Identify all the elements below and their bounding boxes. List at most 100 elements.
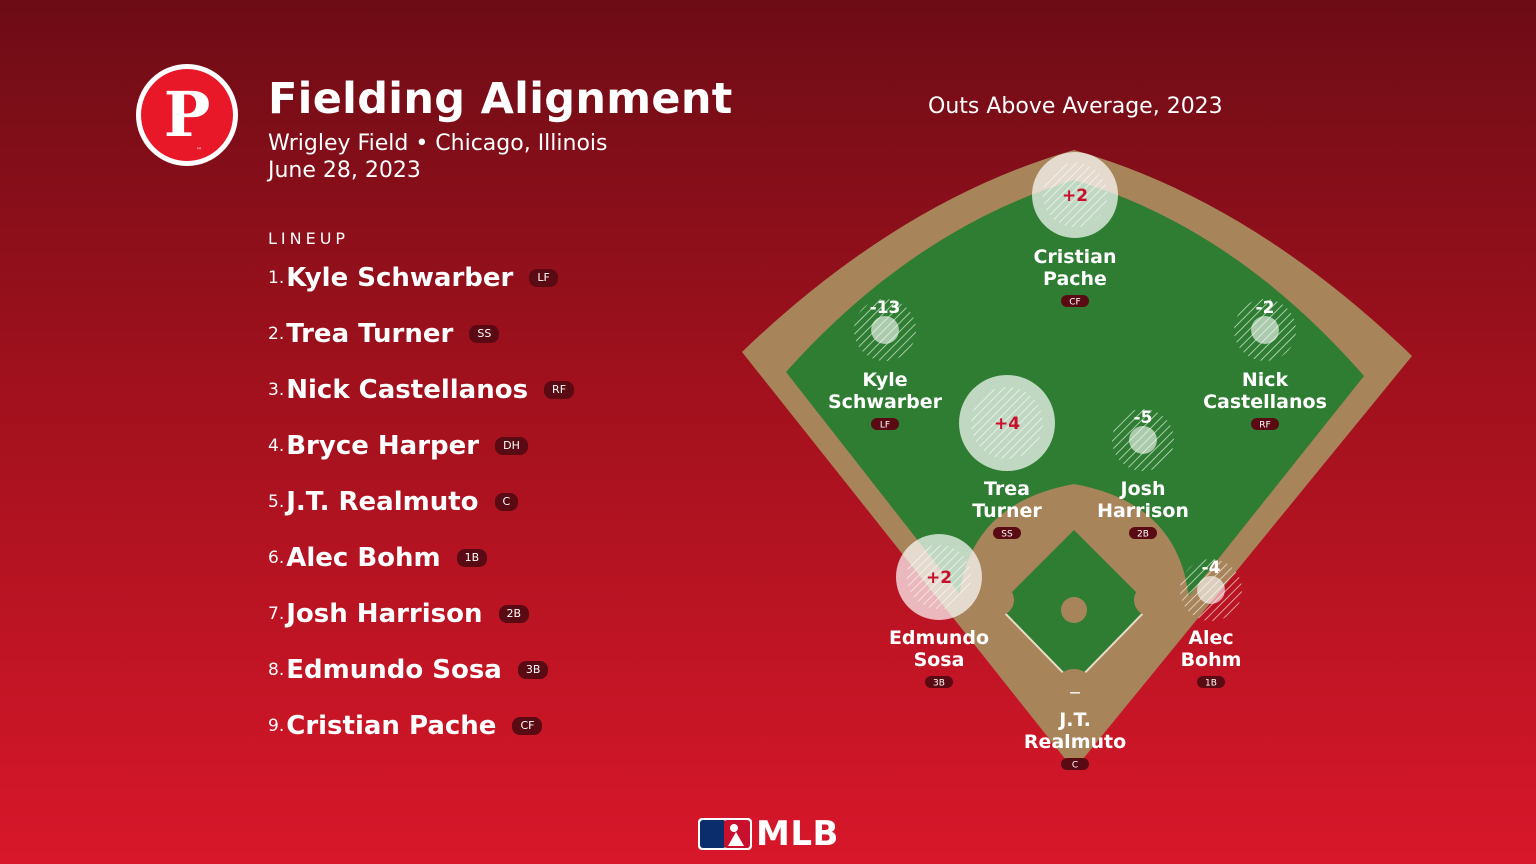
position-badge-text: 1B <box>1205 679 1217 689</box>
fielder-first-line: Nick <box>1242 369 1289 391</box>
oaa-value: -2 <box>1256 298 1275 318</box>
position-badge-bg <box>1251 418 1279 430</box>
oaa-value: +4 <box>994 414 1020 434</box>
lineup-player-name: Edmundo Sosa <box>286 655 502 685</box>
lineup-number: 3. <box>268 380 285 400</box>
lineup-number: 5. <box>268 492 285 512</box>
oaa-inner-dot <box>1197 576 1225 604</box>
fielder-second-line: Harrison <box>1097 500 1189 522</box>
date-text: June 28, 2023 <box>268 158 421 183</box>
mlb-logo: MLB <box>698 814 839 854</box>
lineup-position-badge: 3B <box>517 661 549 679</box>
logo-letter: P <box>164 78 211 151</box>
first-base-cutout <box>1134 584 1166 616</box>
fielder-first-line: Cristian <box>1033 246 1116 268</box>
fielder-marker: — J.T.Realmuto C <box>1024 686 1126 771</box>
fielder-first-line: Edmundo <box>889 627 989 649</box>
mlb-text: MLB <box>756 814 839 854</box>
page-title: Fielding Alignment <box>268 74 733 124</box>
fielder-second-line: Realmuto <box>1024 731 1126 753</box>
oaa-value: — <box>1070 686 1081 699</box>
fielder-second-line: Schwarber <box>828 391 943 413</box>
lineup-player-name: Alec Bohm <box>286 543 441 573</box>
lineup-row: 4. Bryce Harper DH <box>268 426 528 466</box>
position-badge-bg <box>871 418 899 430</box>
oaa-inner-dot <box>1251 316 1279 344</box>
oaa-value: -4 <box>1202 558 1221 578</box>
oaa-value: -13 <box>870 298 901 318</box>
lineup-position-badge: 1B <box>456 549 488 567</box>
fielder-first-line: Josh <box>1119 478 1166 500</box>
lineup-row: 7. Josh Harrison 2B <box>268 594 530 634</box>
lineup-row: 8. Edmundo Sosa 3B <box>268 650 549 690</box>
lineup-position-badge: 2B <box>498 605 530 623</box>
lineup-player-name: Kyle Schwarber <box>286 263 514 293</box>
pitchers-mound <box>1061 597 1087 623</box>
lineup-number: 4. <box>268 436 285 456</box>
lineup-row: 5. J.T. Realmuto C <box>268 482 519 522</box>
mlb-batter-icon <box>698 818 752 850</box>
lineup-row: 9. Cristian Pache CF <box>268 706 543 746</box>
lineup-position-badge: C <box>494 493 519 511</box>
lineup-number: 9. <box>268 716 285 736</box>
fielder-first-line: Alec <box>1188 627 1233 649</box>
lineup-player-name: Trea Turner <box>286 319 454 349</box>
lineup-number: 6. <box>268 548 285 568</box>
lineup-number: 1. <box>268 268 285 288</box>
field-title: Outs Above Average, 2023 <box>928 94 1223 119</box>
lineup-row: 6. Alec Bohm 1B <box>268 538 488 578</box>
lineup-row: 2. Trea Turner SS <box>268 314 500 354</box>
venue-text: Wrigley Field • Chicago, Illinois <box>268 131 608 156</box>
outfield-grass <box>786 180 1364 740</box>
oaa-inner-dot <box>1129 426 1157 454</box>
fielder-second-line: Sosa <box>914 649 965 671</box>
fielder-second-line: Bohm <box>1181 649 1242 671</box>
logo-tm: ™ <box>196 147 202 154</box>
position-badge-text: SS <box>1001 530 1013 540</box>
fielder-first-line: J.T. <box>1057 709 1091 731</box>
lineup-row: 1. Kyle Schwarber LF <box>268 258 558 298</box>
lineup-number: 2. <box>268 324 285 344</box>
oaa-value: +2 <box>1062 186 1088 206</box>
fielder-first-line: Kyle <box>862 369 907 391</box>
position-badge-text: 3B <box>933 679 945 689</box>
fielder-second-line: Castellanos <box>1203 391 1327 413</box>
lineup-number: 7. <box>268 604 285 624</box>
position-badge-text: 2B <box>1137 530 1149 540</box>
position-badge-bg <box>1197 676 1225 688</box>
third-base-cutout <box>982 584 1014 616</box>
lineup-position-badge: SS <box>469 325 500 343</box>
position-badge-bg <box>1129 527 1157 539</box>
lineup-position-badge: DH <box>495 437 528 455</box>
lineup-player-name: J.T. Realmuto <box>286 487 479 517</box>
fielder-first-line: Trea <box>984 478 1030 500</box>
position-badge-text: CF <box>1069 298 1080 308</box>
lineup-player-name: Josh Harrison <box>286 599 483 629</box>
oaa-value: +2 <box>926 568 952 588</box>
position-badge-bg <box>925 676 953 688</box>
home-plate-area <box>1053 669 1095 711</box>
lineup-number: 8. <box>268 660 285 680</box>
position-badge-text: RF <box>1259 421 1270 431</box>
position-badge-bg <box>1061 758 1089 770</box>
lineup-player-name: Cristian Pache <box>286 711 497 741</box>
oaa-value: -5 <box>1134 408 1153 428</box>
lineup-player-name: Bryce Harper <box>286 431 480 461</box>
fielder-second-line: Turner <box>972 500 1042 522</box>
position-badge-text: C <box>1072 761 1078 771</box>
lineup-position-badge: RF <box>544 381 575 399</box>
lineup-heading: LINEUP <box>268 229 350 248</box>
lineup-player-name: Nick Castellanos <box>286 375 529 405</box>
position-badge-bg <box>993 527 1021 539</box>
lineup-position-badge: CF <box>512 717 543 735</box>
position-badge-text: LF <box>880 421 890 431</box>
lineup-row: 3. Nick Castellanos RF <box>268 370 575 410</box>
